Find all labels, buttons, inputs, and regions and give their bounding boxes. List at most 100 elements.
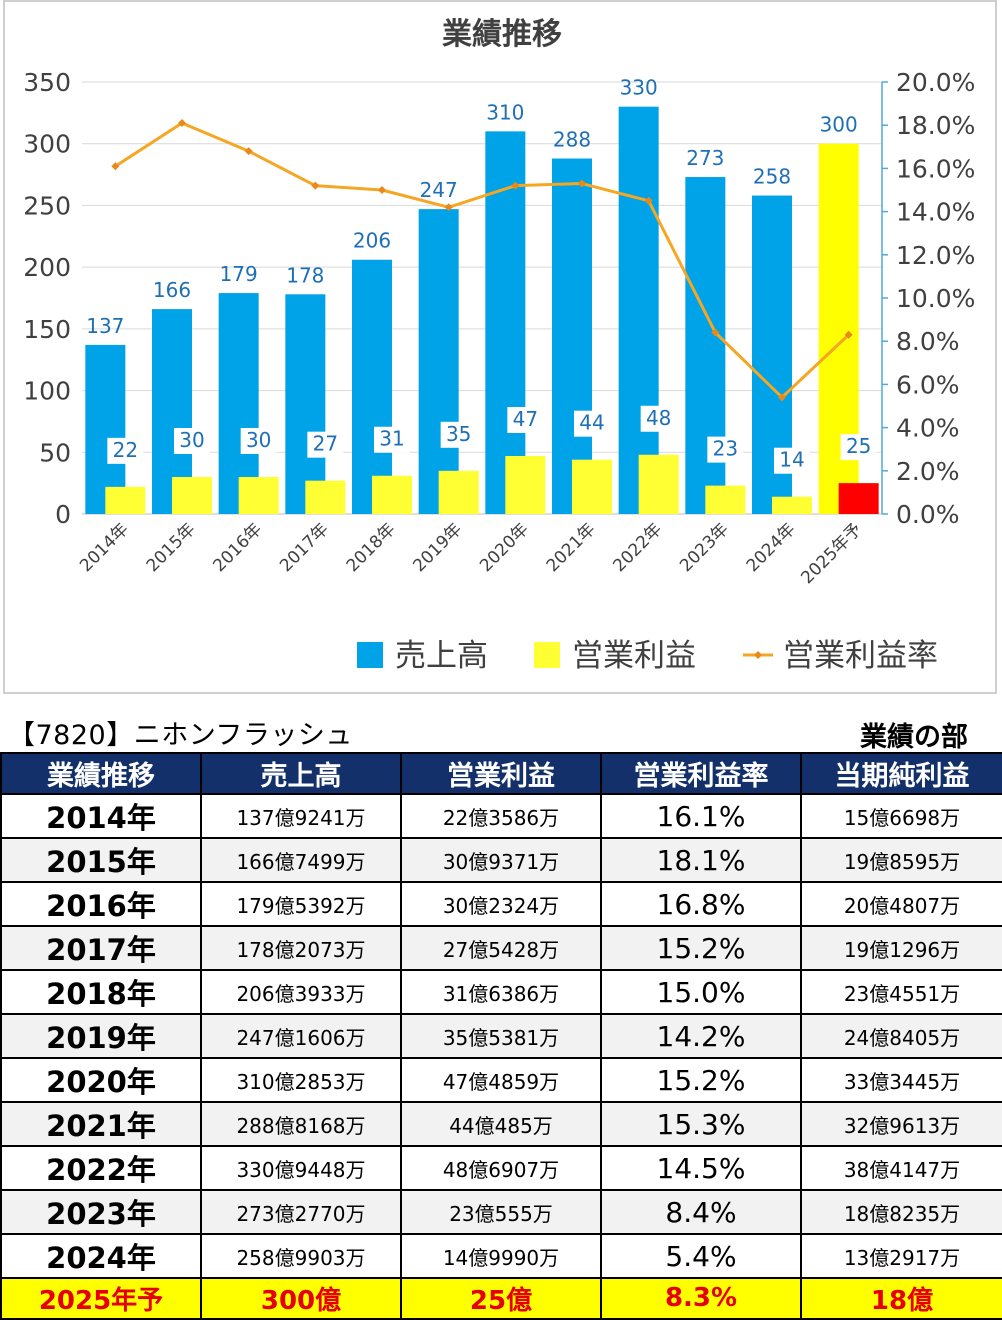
operating-profit-bar <box>505 455 546 514</box>
operating-margin-cell: 15.3% <box>600 1101 802 1147</box>
x-tick-label: 2025年予 <box>797 519 866 588</box>
legend-swatch-revenue <box>357 642 383 668</box>
operating-margin-cell: 16.8% <box>600 881 802 927</box>
data-label-background <box>374 426 410 453</box>
legend-label-revenue: 売上高 <box>395 638 488 674</box>
data-label-background <box>307 431 344 458</box>
y-left-tick-label: 250 <box>23 191 71 220</box>
operating-margin-point <box>378 186 386 194</box>
y-right-tick-label: 0.0% <box>896 500 960 529</box>
column-header: 営業利益 <box>400 752 602 795</box>
performance-chart: 業績推移 0 50 100 150 200 250 300 350 0.0% 2.0% 4.0% 6.0… <box>23 17 975 674</box>
x-tick-label: 2015年 <box>143 519 200 576</box>
revenue-cell: 166億7499万 <box>200 837 402 883</box>
column-header: 売上高 <box>200 752 402 795</box>
year-cell: 2015年 <box>0 837 202 883</box>
table-body: 2014年 137億9241万 22億3586万 16.1% 15億6698万 2015年… <box>0 793 1002 1320</box>
operating-margin-cell: 14.5% <box>600 1145 802 1191</box>
operating-profit-bar <box>305 480 346 514</box>
data-label-background <box>107 437 144 464</box>
revenue-cell: 178億2073万 <box>200 925 402 971</box>
revenue-cell: 273億2770万 <box>200 1189 402 1235</box>
data-label-background <box>440 421 477 448</box>
operating-profit-cell: 44億485万 <box>400 1101 602 1147</box>
revenue-data-label: 166 <box>153 278 191 302</box>
y-right-tick-label: 2.0% <box>896 457 960 486</box>
table-header-row: 業績推移 売上高 営業利益 営業利益率 当期純利益 <box>0 752 1002 795</box>
net-income-cell: 18億8235万 <box>800 1189 1002 1235</box>
operating-margin-point <box>111 162 120 171</box>
operating-margin-cell: 15.2% <box>600 1057 802 1103</box>
revenue-bar <box>285 294 326 514</box>
operating-profit-data-label: 14 <box>779 448 804 472</box>
operating-profit-cell: 22億3586万 <box>400 793 602 839</box>
data-label-background <box>640 405 677 432</box>
legend-label-operating-profit: 営業利益 <box>572 638 696 674</box>
operating-margin-cell: 5.4% <box>600 1233 802 1279</box>
operating-profit-data-label: 22 <box>113 438 138 462</box>
operating-margin-cell: 16.1% <box>600 793 802 839</box>
revenue-cell: 300億 <box>200 1277 402 1320</box>
x-tick-label: 2021年 <box>543 519 600 576</box>
year-cell: 2017年 <box>0 925 202 971</box>
y-right-tick-label: 10.0% <box>896 284 975 313</box>
column-header: 営業利益率 <box>600 752 802 795</box>
revenue-bar <box>685 177 726 515</box>
operating-margin-cell: 15.2% <box>600 925 802 971</box>
operating-profit-cell: 35億5381万 <box>400 1013 602 1059</box>
revenue-data-label: 247 <box>420 178 458 202</box>
data-label-background <box>174 427 210 454</box>
x-tick-label: 2018年 <box>343 519 400 576</box>
net-income-cell: 20億4807万 <box>800 881 1002 927</box>
revenue-data-label: 288 <box>553 128 591 152</box>
operating-profit-bar <box>105 486 146 514</box>
column-header: 当期純利益 <box>800 752 1002 795</box>
operating-profit-cell: 31億6386万 <box>400 969 602 1015</box>
data-label-background <box>240 427 277 454</box>
table-row: 2019年 247億1606万 35億5381万 14.2% 24億8405万 <box>0 1013 1002 1059</box>
net-income-cell: 23億4551万 <box>800 969 1002 1015</box>
operating-margin-point <box>644 196 653 205</box>
net-income-cell: 33億3445万 <box>800 1057 1002 1103</box>
operating-profit-bar <box>172 476 212 514</box>
net-income-cell: 18億 <box>800 1277 1002 1320</box>
data-label-background <box>840 434 877 461</box>
operating-margin-cell: 8.4% <box>600 1189 802 1235</box>
year-cell: 2023年 <box>0 1189 202 1235</box>
y-right-tick-label: 6.0% <box>896 370 960 399</box>
y-left-tick-label: 200 <box>23 253 71 282</box>
y-left-tick-label: 50 <box>39 438 71 467</box>
revenue-cell: 247億1606万 <box>200 1013 402 1059</box>
operating-margin-point <box>778 393 786 402</box>
table-row: 2015年 166億7499万 30億9371万 18.1% 19億8595万 <box>0 837 1002 883</box>
operating-profit-cell: 23億555万 <box>400 1189 602 1235</box>
y-left-tick-label: 100 <box>23 377 71 406</box>
table-row: 2017年 178億2073万 27億5428万 15.2% 19億1296万 <box>0 925 1002 971</box>
table-row: 2016年 179億5392万 30億2324万 16.8% 20億4807万 <box>0 881 1002 927</box>
operating-profit-bar <box>638 454 679 514</box>
operating-profit-data-label: 47 <box>513 407 538 431</box>
operating-profit-cell: 27億5428万 <box>400 925 602 971</box>
operating-profit-data-label: 25 <box>846 434 871 458</box>
table-row: 2014年 137億9241万 22億3586万 16.1% 15億6698万 <box>0 793 1002 839</box>
x-tick-label: 2016年 <box>209 519 266 576</box>
revenue-bar <box>418 209 459 515</box>
revenue-bar <box>618 106 659 514</box>
revenue-cell: 137億9241万 <box>200 793 402 839</box>
y-right-tick-label: 12.0% <box>896 241 975 270</box>
revenue-data-label: 137 <box>86 314 124 338</box>
x-tick-label: 2019年 <box>409 519 466 576</box>
operating-margin-cell: 8.3% <box>600 1277 802 1320</box>
revenue-cell: 179億5392万 <box>200 881 402 927</box>
revenue-data-label: 300 <box>820 113 858 137</box>
revenue-cell: 258億9903万 <box>200 1233 402 1279</box>
revenue-cell: 288億8168万 <box>200 1101 402 1147</box>
company-title: 【7820】ニホンフラッシュ <box>8 720 353 751</box>
net-income-cell: 15億6698万 <box>800 793 1002 839</box>
legend-marker-operating-margin <box>754 651 762 659</box>
revenue-bar <box>552 158 592 515</box>
operating-profit-bar <box>372 475 412 514</box>
operating-profit-bar <box>238 476 279 514</box>
x-tick-label: 2020年 <box>476 519 533 576</box>
data-label-background <box>707 436 744 463</box>
